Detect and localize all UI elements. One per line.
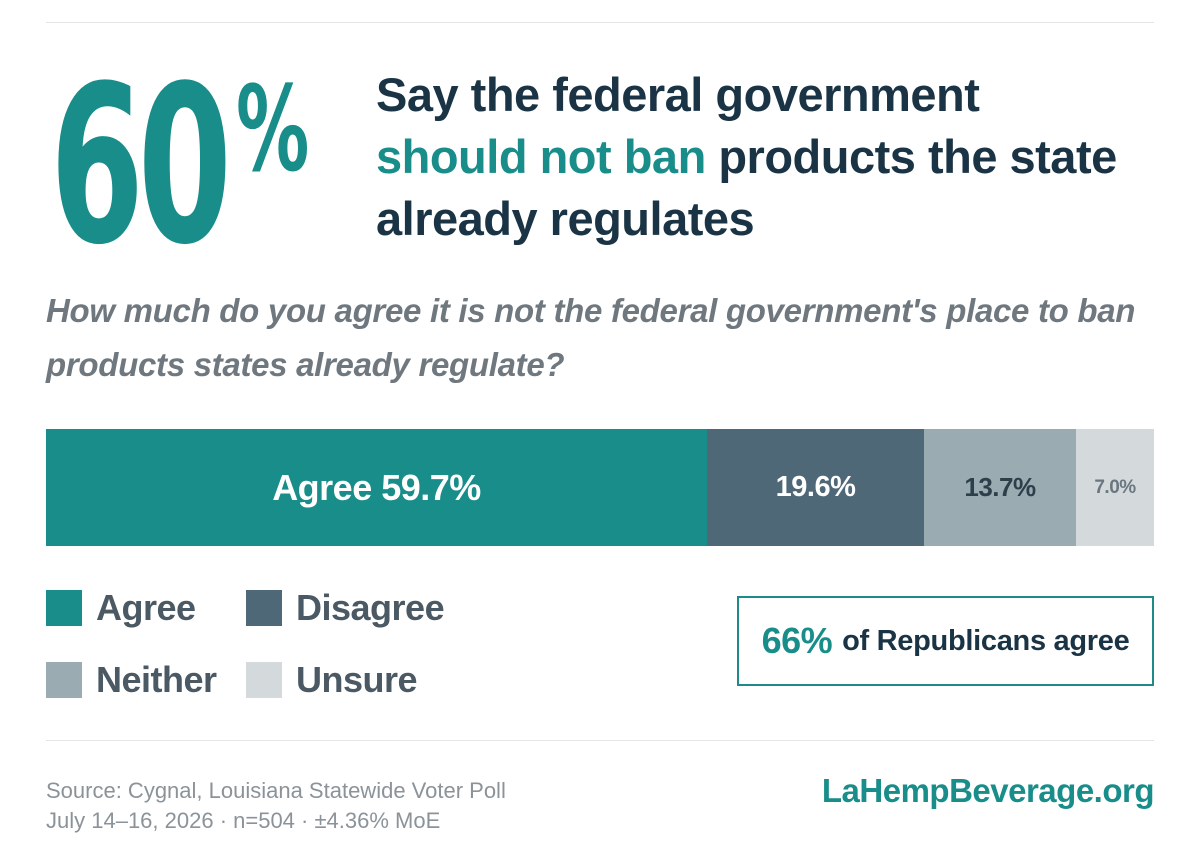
bar-label-neither: 13.7% <box>964 472 1036 502</box>
chart-legend: Agree Disagree Neither Unsure <box>46 586 486 716</box>
bar-segment-disagree: 19.6% <box>707 429 924 546</box>
bar-segment-neither: 13.7% <box>924 429 1076 546</box>
bar-segment-unsure: 7.0% <box>1076 429 1154 546</box>
bar-label-disagree: 19.6% <box>775 471 856 503</box>
site-link[interactable]: LaHempBeverage.org <box>821 772 1155 809</box>
callout-percent: 66% <box>761 620 833 661</box>
top-divider <box>46 22 1154 23</box>
legend-item-unsure: Unsure <box>246 658 486 730</box>
headline-highlight: should not ban <box>376 130 706 183</box>
legend-swatch-agree <box>46 590 82 626</box>
survey-question: How much do you agree it is not the fede… <box>46 292 1136 383</box>
bar-segment-agree: Agree 59.7% <box>46 429 707 546</box>
bar-label-unsure: 7.0% <box>1094 476 1136 498</box>
stacked-bar-chart: Agree 59.7% 19.6% 13.7% 7.0% <box>46 429 1154 546</box>
source-citation: Source: Cygnal, Louisiana Statewide Vote… <box>46 776 506 836</box>
callout-text: of Republicans agree <box>842 624 1130 657</box>
legend-item-agree: Agree <box>46 586 246 658</box>
headline-rest: products the state already regulates <box>376 130 1117 245</box>
legend-swatch-neither <box>46 662 82 698</box>
legend-swatch-disagree <box>246 590 282 626</box>
big-stat-percent: % <box>236 60 310 198</box>
legend-label-neither: Neither <box>96 659 217 700</box>
headline: Say the federal government should not ban… <box>376 64 1156 250</box>
bar-label-agree: Agree 59.7% <box>272 466 481 508</box>
republicans-callout: 66% of Republicans agree <box>737 596 1154 686</box>
legend-item-neither: Neither <box>46 658 246 730</box>
source-line-2: July 14–16, 2026 · n=504 · ±4.36% MoE <box>46 808 441 833</box>
legend-swatch-unsure <box>246 662 282 698</box>
legend-label-agree: Agree <box>96 587 196 628</box>
big-stat-number: 60 <box>50 40 232 293</box>
big-stat: 60 % <box>50 58 333 276</box>
headline-line1: Say the federal government <box>376 68 980 121</box>
bottom-divider <box>46 740 1154 741</box>
legend-label-unsure: Unsure <box>296 659 418 700</box>
legend-item-disagree: Disagree <box>246 586 486 658</box>
legend-label-disagree: Disagree <box>296 587 445 628</box>
source-line-1: Source: Cygnal, Louisiana Statewide Vote… <box>46 778 506 803</box>
